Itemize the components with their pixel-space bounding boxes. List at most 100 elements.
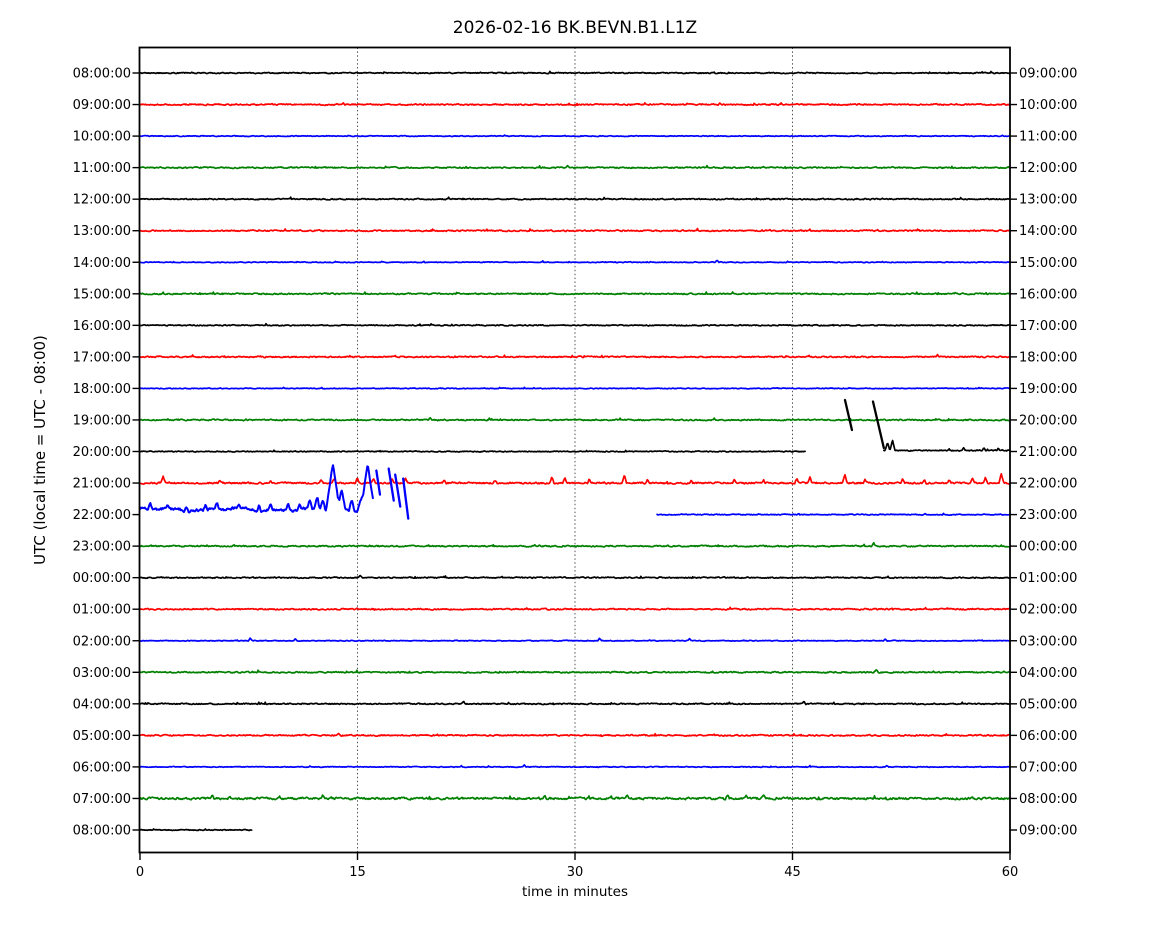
local-label-14: 23:00:00	[1019, 508, 1077, 523]
trace-row-080000	[139, 828, 253, 832]
local-label-3: 12:00:00	[1019, 161, 1077, 176]
trace-row-100000	[139, 134, 1011, 138]
trace-row-210000	[139, 472, 1011, 485]
trace-segment	[139, 353, 1011, 359]
seismic-traces	[139, 70, 1011, 832]
x-tick-label-30: 30	[567, 865, 584, 880]
local-label-4: 13:00:00	[1019, 193, 1077, 208]
trace-segment	[139, 227, 1011, 233]
trace-row-230000	[139, 541, 1011, 548]
utc-label-7: 15:00:00	[73, 287, 131, 302]
utc-label-6: 14:00:00	[73, 256, 131, 271]
utc-label-20: 04:00:00	[73, 697, 131, 712]
utc-label-14: 22:00:00	[73, 508, 131, 523]
clipped-spike-stroke	[394, 473, 402, 508]
utc-label-21: 05:00:00	[73, 729, 131, 744]
x-tick-label-15: 15	[349, 865, 366, 880]
trace-segment	[882, 439, 1011, 453]
x-axis-label: time in minutes	[522, 884, 628, 900]
local-label-10: 19:00:00	[1019, 382, 1077, 397]
trace-segment	[139, 700, 1011, 706]
local-label-8: 17:00:00	[1019, 319, 1077, 334]
clipped-spike-stroke	[387, 467, 395, 502]
utc-label-24: 08:00:00	[73, 824, 131, 839]
local-label-15: 00:00:00	[1019, 540, 1077, 555]
local-label-6: 15:00:00	[1019, 256, 1077, 271]
trace-segment	[139, 574, 1011, 580]
trace-segment	[139, 764, 1011, 769]
local-label-12: 21:00:00	[1019, 445, 1077, 460]
utc-label-11: 19:00:00	[73, 413, 131, 428]
trace-row-060000	[139, 764, 1011, 769]
trace-segment	[139, 70, 1011, 75]
trace-segment	[139, 828, 253, 832]
trace-row-000000	[139, 574, 1011, 580]
local-label-9: 18:00:00	[1019, 350, 1077, 365]
local-label-20: 05:00:00	[1019, 697, 1077, 712]
trace-row-200000	[139, 398, 1011, 453]
local-label-23: 08:00:00	[1019, 792, 1077, 807]
trace-row-030000	[139, 669, 1011, 674]
x-tick-label-60: 60	[1002, 865, 1019, 880]
local-label-24: 09:00:00	[1019, 824, 1077, 839]
trace-segment	[139, 196, 1011, 201]
clipped-spike-stroke	[375, 469, 382, 496]
plot-frame	[138, 46, 1011, 854]
trace-segment	[139, 134, 1011, 138]
x-tick-label-45: 45	[784, 865, 801, 880]
trace-segment	[139, 322, 1011, 327]
utc-label-19: 03:00:00	[73, 666, 131, 681]
trace-row-020000	[139, 637, 1011, 643]
trace-segment	[139, 386, 1011, 390]
trace-segment	[139, 732, 1011, 738]
trace-row-070000	[139, 794, 1011, 801]
local-label-0: 09:00:00	[1019, 67, 1077, 82]
local-label-17: 02:00:00	[1019, 603, 1077, 618]
utc-label-16: 00:00:00	[73, 571, 131, 586]
utc-label-17: 01:00:00	[73, 603, 131, 618]
utc-label-23: 07:00:00	[73, 792, 131, 807]
trace-segment	[139, 449, 806, 453]
axis-ticks	[132, 72, 1017, 860]
utc-label-5: 13:00:00	[73, 224, 131, 239]
utc-label-2: 10:00:00	[73, 130, 131, 145]
local-label-18: 03:00:00	[1019, 634, 1077, 649]
trace-segment	[139, 102, 1011, 107]
local-label-16: 01:00:00	[1019, 571, 1077, 586]
trace-segment	[139, 637, 1011, 643]
trace-segment	[139, 464, 374, 514]
trace-row-160000	[139, 322, 1011, 327]
trace-segment	[139, 291, 1011, 296]
utc-label-12: 20:00:00	[73, 445, 131, 460]
local-label-19: 04:00:00	[1019, 666, 1077, 681]
trace-row-090000	[139, 102, 1011, 107]
trace-row-130000	[139, 227, 1011, 233]
utc-label-1: 09:00:00	[73, 98, 131, 113]
local-label-22: 07:00:00	[1019, 760, 1077, 775]
local-label-13: 22:00:00	[1019, 477, 1077, 492]
vertical-gridlines	[357, 47, 793, 853]
trace-row-150000	[139, 291, 1011, 296]
utc-time-labels: 08:00:00 09:00:00 10:00:00 11:00:00 12:00:00…	[73, 67, 131, 839]
utc-label-3: 11:00:00	[73, 161, 131, 176]
trace-row-010000	[139, 606, 1011, 611]
y-axis-label: UTC (local time = UTC - 08:00)	[31, 335, 49, 565]
local-label-21: 06:00:00	[1019, 729, 1077, 744]
utc-label-15: 23:00:00	[73, 540, 131, 555]
local-label-7: 16:00:00	[1019, 287, 1077, 302]
utc-label-13: 21:00:00	[73, 477, 131, 492]
local-label-11: 20:00:00	[1019, 413, 1077, 428]
trace-segment	[656, 512, 1011, 516]
local-time-labels: 09:00:00 10:00:00 11:00:00 12:00:00 13:00:00…	[1019, 67, 1077, 839]
utc-label-4: 12:00:00	[73, 193, 131, 208]
utc-label-18: 02:00:00	[73, 634, 131, 649]
utc-label-9: 17:00:00	[73, 350, 131, 365]
trace-row-170000	[139, 353, 1011, 359]
trace-row-220000	[139, 464, 1011, 520]
utc-label-22: 06:00:00	[73, 760, 131, 775]
trace-row-190000	[139, 417, 1011, 422]
trace-segment	[139, 606, 1011, 611]
trace-row-180000	[139, 386, 1011, 390]
x-tick-labels: 0 15 30 45 60	[136, 865, 1018, 880]
